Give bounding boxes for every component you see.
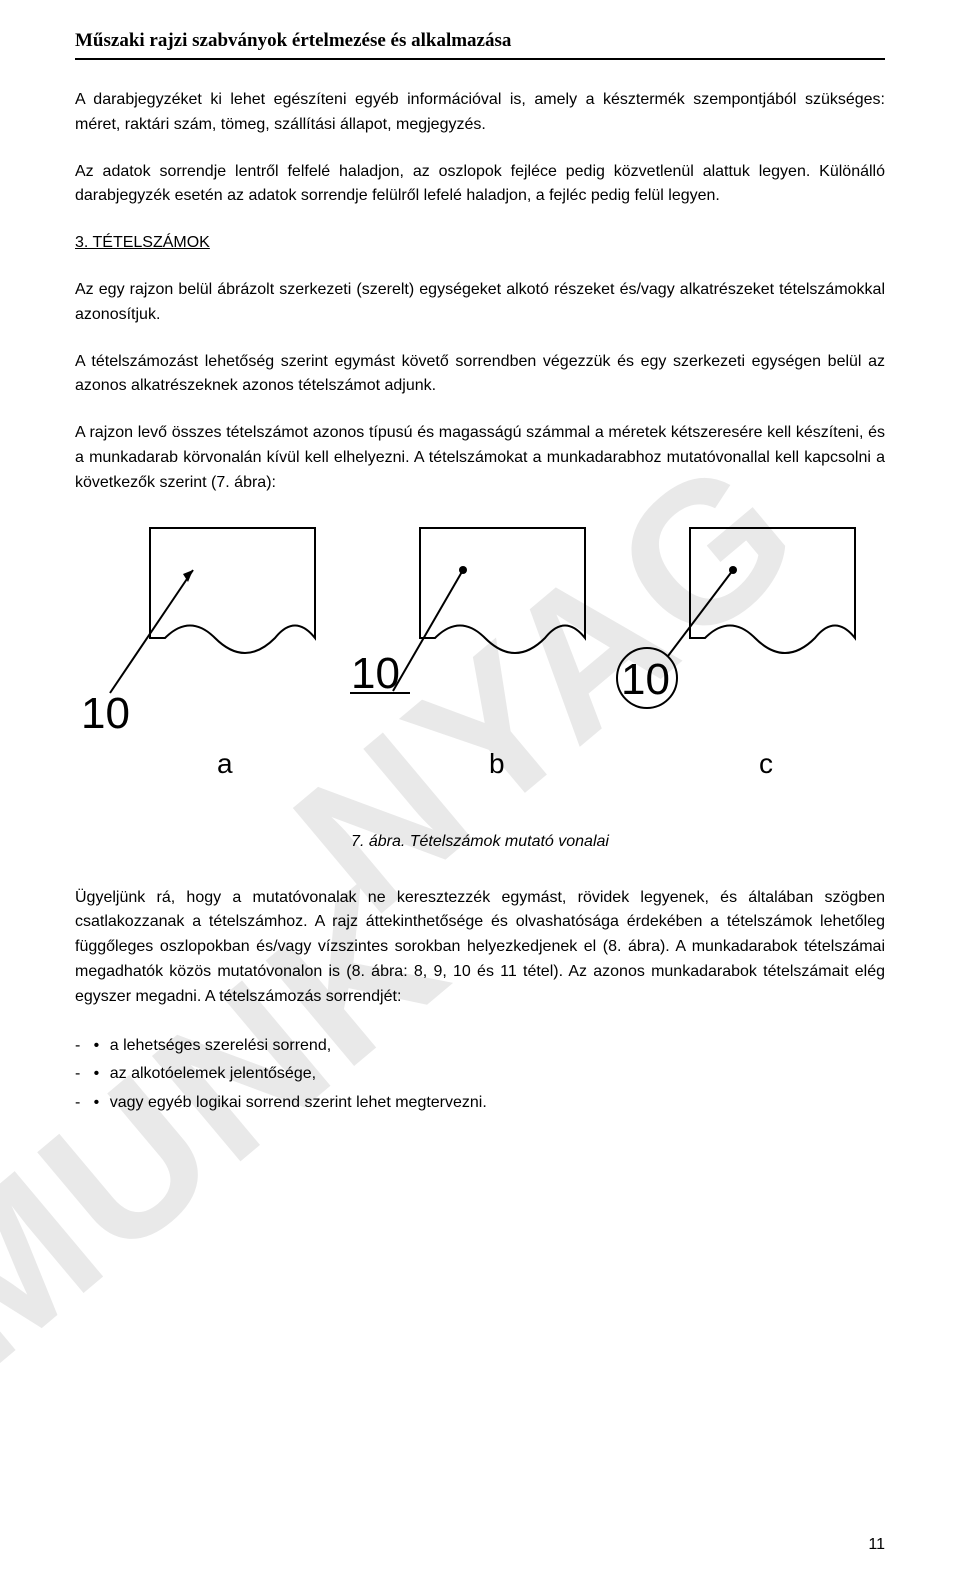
figure-7-caption: 7. ábra. Tételszámok mutató vonalai [75,833,885,851]
figure-a-label: a [217,748,233,779]
subfigure-c: 10 c [617,528,855,779]
figure-7-svg: 10 a 10 b 10 c [75,518,885,808]
list-item-2: az alkotóelemek jelentősége, [115,1060,885,1089]
subfigure-b: 10 b [350,528,585,779]
paragraph-3: Az egy rajzon belül ábrázolt szerkezeti … [75,278,885,328]
paragraph-1: A darabjegyzéket ki lehet egészíteni egy… [75,88,885,138]
subfigure-a: 10 a [81,528,315,779]
figure-b-number: 10 [351,649,400,698]
page-number: 11 [868,1536,885,1554]
paragraph-5: A rajzon levő összes tételszámot azonos … [75,421,885,495]
figure-a-number: 10 [81,689,130,738]
figure-c-number: 10 [621,655,670,704]
paragraph-6: Ügyeljünk rá, hogy a mutatóvonalak ne ke… [75,886,885,1010]
paragraph-4: A tételszámozást lehetőség szerint egymá… [75,350,885,400]
section-title: 3. TÉTELSZÁMOK [75,231,885,256]
page-header: Műszaki rajzi szabványok értelmezése és … [75,30,885,60]
figure-c-label: c [759,748,773,779]
figure-b-label: b [489,748,505,779]
paragraph-2: Az adatok sorrendje lentről felfelé hala… [75,160,885,210]
list-item-3: vagy egyéb logikai sorrend szerint lehet… [115,1089,885,1118]
order-list: a lehetséges szerelési sorrend, az alkot… [75,1032,885,1118]
list-item-1: a lehetséges szerelési sorrend, [115,1032,885,1061]
figure-7: 10 a 10 b 10 c [75,518,885,813]
